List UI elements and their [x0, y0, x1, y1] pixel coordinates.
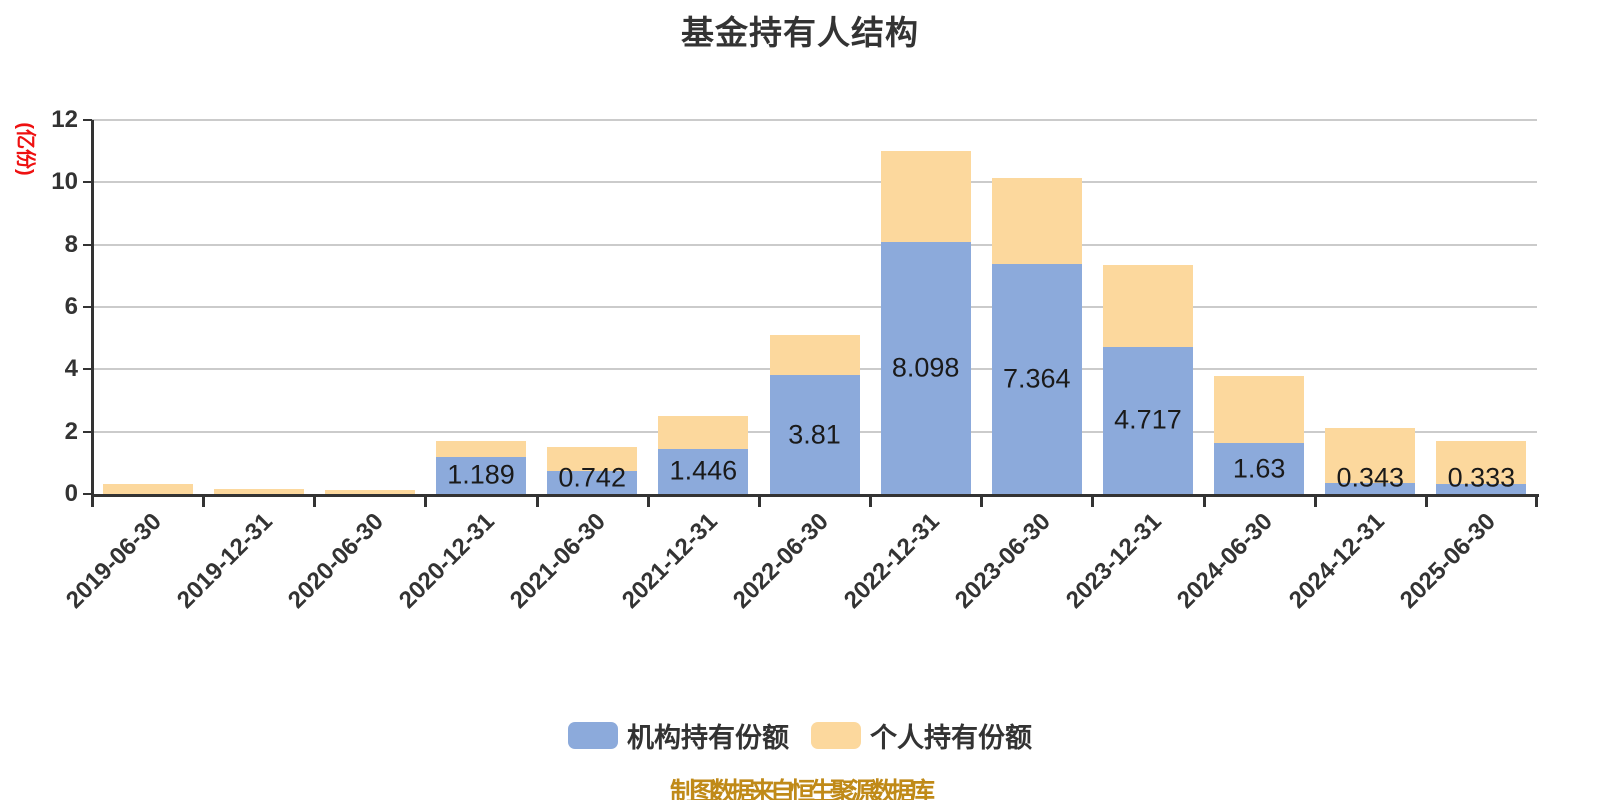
bar-value-label: 1.63	[1232, 453, 1286, 484]
x-tick-label: 2025-06-30	[1394, 508, 1501, 614]
bar-segment-institutional[interactable]	[436, 456, 527, 494]
y-tick-mark	[83, 119, 92, 121]
y-tick-label: 0	[64, 480, 78, 507]
x-tick-mark	[757, 496, 761, 507]
x-tick-label: 2023-06-30	[950, 508, 1056, 614]
bar-segment-personal[interactable]	[102, 484, 193, 494]
x-tick-mark	[869, 496, 873, 507]
x-axis-line	[91, 494, 1539, 497]
y-tick-mark	[83, 368, 92, 371]
x-tick-label: 2020-06-30	[283, 508, 389, 614]
x-tick-label: 2024-12-31	[1283, 508, 1390, 614]
bar-segment-personal[interactable]	[1436, 440, 1527, 484]
x-tick-mark	[202, 496, 206, 507]
y-tick-mark	[83, 243, 92, 246]
x-tick-label: 2021-06-30	[505, 508, 612, 614]
x-tick-label: 2019-06-30	[60, 508, 167, 614]
x-tick-label: 2019-12-31	[171, 508, 278, 614]
bar-segment-institutional[interactable]	[1436, 483, 1527, 494]
bar-segment-institutional[interactable]	[547, 470, 638, 494]
x-tick-label: 2021-12-31	[616, 508, 723, 614]
x-tick-mark	[1091, 496, 1095, 507]
bar-segment-institutional[interactable]	[1102, 346, 1193, 494]
y-tick-label: 10	[51, 168, 78, 196]
bar-value-label: 1.446	[669, 455, 738, 486]
bar-value-label: 4.717	[1114, 404, 1182, 435]
x-tick-mark	[980, 496, 984, 507]
y-tick-label: 6	[64, 293, 78, 320]
x-tick-label: 2024-06-30	[1172, 508, 1279, 614]
y-tick-label: 12	[51, 106, 78, 133]
bar-segment-personal[interactable]	[991, 177, 1082, 265]
bar-value-label: 1.189	[447, 459, 515, 490]
bar-segment-personal[interactable]	[324, 490, 415, 494]
x-tick-mark	[1202, 496, 1206, 507]
x-tick-mark	[646, 496, 650, 507]
legend-label-institutional: 机构持有份额	[627, 723, 789, 753]
bar-segment-institutional[interactable]	[1325, 483, 1416, 494]
x-tick-mark	[1535, 496, 1538, 507]
bar-segment-institutional[interactable]	[769, 375, 860, 494]
y-tick-mark	[83, 306, 92, 308]
grid-line	[92, 119, 1537, 121]
x-tick-mark	[535, 496, 539, 507]
x-tick-mark	[1313, 496, 1317, 507]
legend: 机构持有份额 个人持有份额	[0, 716, 1600, 755]
bar-value-label: 3.81	[788, 419, 841, 450]
x-tick-mark	[1424, 496, 1428, 507]
y-tick-mark	[83, 430, 92, 433]
x-tick-label: 2022-06-30	[727, 508, 834, 614]
bar-value-label: 0.343	[1336, 462, 1405, 493]
x-tick-label: 2022-12-31	[838, 508, 945, 614]
grid-line	[92, 243, 1537, 246]
y-tick-mark	[83, 493, 92, 495]
bar-value-label: 7.364	[1003, 363, 1071, 394]
legend-item-institutional[interactable]: 机构持有份额	[568, 716, 789, 755]
caption: 制图数据来自恒生聚源数据库	[669, 778, 935, 800]
bar-segment-institutional[interactable]	[1214, 443, 1305, 494]
bar-segment-personal[interactable]	[1214, 376, 1305, 444]
bar-value-label: 0.333	[1447, 462, 1516, 493]
legend-swatch-personal	[811, 722, 861, 749]
bar-segment-institutional[interactable]	[658, 448, 749, 494]
grid-line	[92, 181, 1537, 184]
bar-segment-personal[interactable]	[436, 441, 527, 457]
y-tick-label: 8	[64, 230, 78, 258]
x-tick-mark	[424, 496, 428, 507]
y-tick-label: 2	[64, 417, 78, 445]
bar-segment-personal[interactable]	[658, 415, 749, 449]
x-tick-label: 2023-12-31	[1061, 508, 1168, 614]
bar-segment-personal[interactable]	[769, 334, 860, 376]
legend-item-personal[interactable]: 个人持有份额	[811, 716, 1032, 755]
bar-segment-personal[interactable]	[213, 489, 304, 494]
x-tick-mark	[91, 496, 94, 507]
bar-segment-personal[interactable]	[1102, 265, 1193, 347]
bar-segment-personal[interactable]	[880, 151, 971, 242]
legend-label-personal: 个人持有份额	[870, 723, 1032, 753]
chart-title: 基金持有人结构	[681, 14, 919, 51]
grid-line	[92, 306, 1537, 308]
legend-swatch-institutional	[568, 722, 618, 749]
y-tick-mark	[83, 181, 92, 184]
bar-value-label: 8.098	[891, 352, 960, 383]
y-axis-line	[91, 120, 94, 497]
x-tick-mark	[313, 496, 317, 507]
y-tick-label: 4	[64, 355, 78, 383]
bar-segment-personal[interactable]	[547, 446, 638, 471]
bar-segment-institutional[interactable]	[880, 241, 971, 494]
bar-segment-institutional[interactable]	[991, 264, 1082, 494]
x-tick-label: 2020-12-31	[394, 508, 501, 614]
bar-value-label: 0.742	[558, 462, 626, 493]
bar-segment-personal[interactable]	[1325, 428, 1416, 484]
